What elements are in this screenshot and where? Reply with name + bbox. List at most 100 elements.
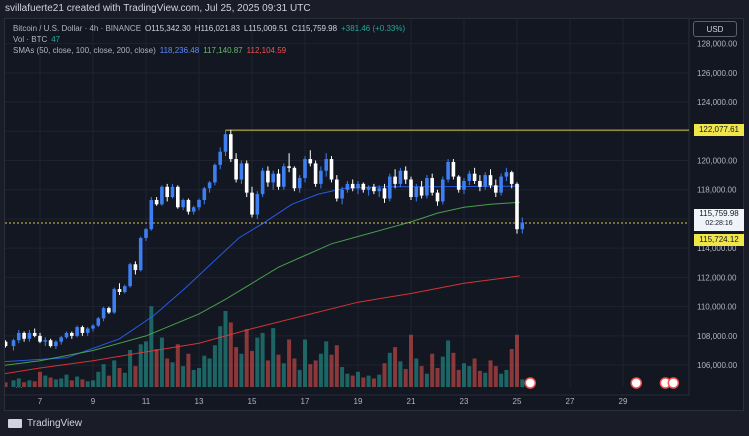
candle-body <box>446 161 450 180</box>
chart-credit: svillafuerte21 created with TradingView.… <box>5 3 311 14</box>
candle-body <box>101 308 106 319</box>
resistance-price-tag: 122,077.61 <box>694 124 744 137</box>
candle-body <box>409 179 413 198</box>
candle-body <box>260 170 265 195</box>
volume-bar <box>11 380 16 387</box>
volume-bar <box>244 329 249 387</box>
x-tick-label: 19 <box>354 397 363 406</box>
volume-bar <box>419 366 424 387</box>
volume-bar <box>493 366 498 387</box>
candle-body <box>149 199 154 230</box>
volume-bar <box>255 337 260 387</box>
volume-bar <box>128 349 133 387</box>
sma200-value: 112,104.59 <box>246 46 287 55</box>
candle-body <box>345 183 350 190</box>
candle-body <box>229 134 233 160</box>
candle-body <box>414 186 419 198</box>
volume-bar <box>265 360 270 387</box>
volume-bar <box>424 373 429 387</box>
candle-body <box>244 163 249 193</box>
volume-bar <box>96 371 101 387</box>
volume-bar <box>80 379 85 387</box>
countdown-value: 02:28:16 <box>705 219 733 227</box>
volume-bar <box>329 354 334 387</box>
volume-bar <box>313 360 318 387</box>
candle-body <box>186 199 191 212</box>
candle-body <box>218 151 222 165</box>
volume-bar <box>318 353 323 387</box>
volume-bar <box>303 339 307 387</box>
chart-panel[interactable]: 106,000.00 108,000.00 110,000.00 112,000.00… <box>4 18 744 411</box>
candle-body <box>382 188 387 199</box>
volume-bar <box>186 353 191 387</box>
candle-body <box>398 170 403 184</box>
volume-bar <box>260 332 265 387</box>
candle-body <box>313 163 318 184</box>
volume-bar <box>324 341 329 387</box>
volume-bar <box>175 344 180 387</box>
candle-body <box>160 186 164 205</box>
volume-bar <box>5 382 8 387</box>
volume-bar <box>122 372 127 387</box>
volume-bar <box>207 358 212 387</box>
volume-bar <box>218 326 223 387</box>
candle-body <box>38 335 42 342</box>
candle-body <box>191 207 196 212</box>
volume-bar <box>170 362 175 387</box>
candle-body <box>5 341 8 347</box>
candle-body <box>467 173 472 181</box>
volume-bar <box>504 369 509 387</box>
volume-bar <box>250 350 254 387</box>
volume-bar <box>212 345 217 387</box>
brand-label: TradingView <box>27 417 83 429</box>
volume-bar <box>159 337 164 387</box>
volume-bar <box>366 375 371 387</box>
volume-bar <box>456 369 461 387</box>
candle-body <box>361 183 366 190</box>
candle-body <box>202 188 207 200</box>
volume-value: 47 <box>51 35 61 44</box>
volume-bar <box>101 364 106 387</box>
candle-body <box>170 186 175 198</box>
candle-body <box>435 192 440 202</box>
volume-bar <box>48 377 53 387</box>
volume-bar <box>239 353 244 387</box>
volume-bar <box>515 334 519 387</box>
candle-body <box>462 180 466 190</box>
candle-body <box>509 172 514 184</box>
volume-bar <box>451 352 456 387</box>
candle-body <box>181 199 185 208</box>
sma-line <box>5 201 520 366</box>
candle-body <box>255 194 260 215</box>
x-tick-label: 17 <box>301 397 310 406</box>
candle-body <box>488 175 493 186</box>
y-tick-label: 108,000.00 <box>697 332 738 341</box>
candle-body <box>176 186 180 208</box>
candle-body <box>17 332 21 341</box>
candle-body <box>388 176 392 199</box>
candle-body <box>43 340 48 342</box>
candle-body <box>239 163 244 180</box>
candle-body <box>483 175 487 187</box>
volume-bar <box>488 360 493 387</box>
volume-bar <box>112 360 117 387</box>
candle-body <box>154 199 159 205</box>
candle-body <box>393 176 397 184</box>
candle-body <box>59 337 63 342</box>
volume-bar <box>472 358 477 387</box>
currency-button[interactable]: USD <box>693 21 737 37</box>
volume-bar <box>106 375 111 387</box>
candle-body <box>123 286 127 293</box>
candlestick-chart[interactable]: 106,000.00 108,000.00 110,000.00 112,000.00… <box>5 19 743 410</box>
volume-bar <box>197 368 201 387</box>
volume-bar <box>356 371 360 387</box>
volume-bar <box>181 366 186 387</box>
volume-bar <box>69 380 74 387</box>
candle-body <box>340 189 344 199</box>
candle-body <box>329 159 334 180</box>
more-options-icon[interactable]: ··· <box>15 383 23 392</box>
volume-bar <box>91 380 95 387</box>
candle-body <box>48 340 53 347</box>
flag-icon <box>667 377 680 389</box>
x-tick-label: 13 <box>195 397 204 406</box>
